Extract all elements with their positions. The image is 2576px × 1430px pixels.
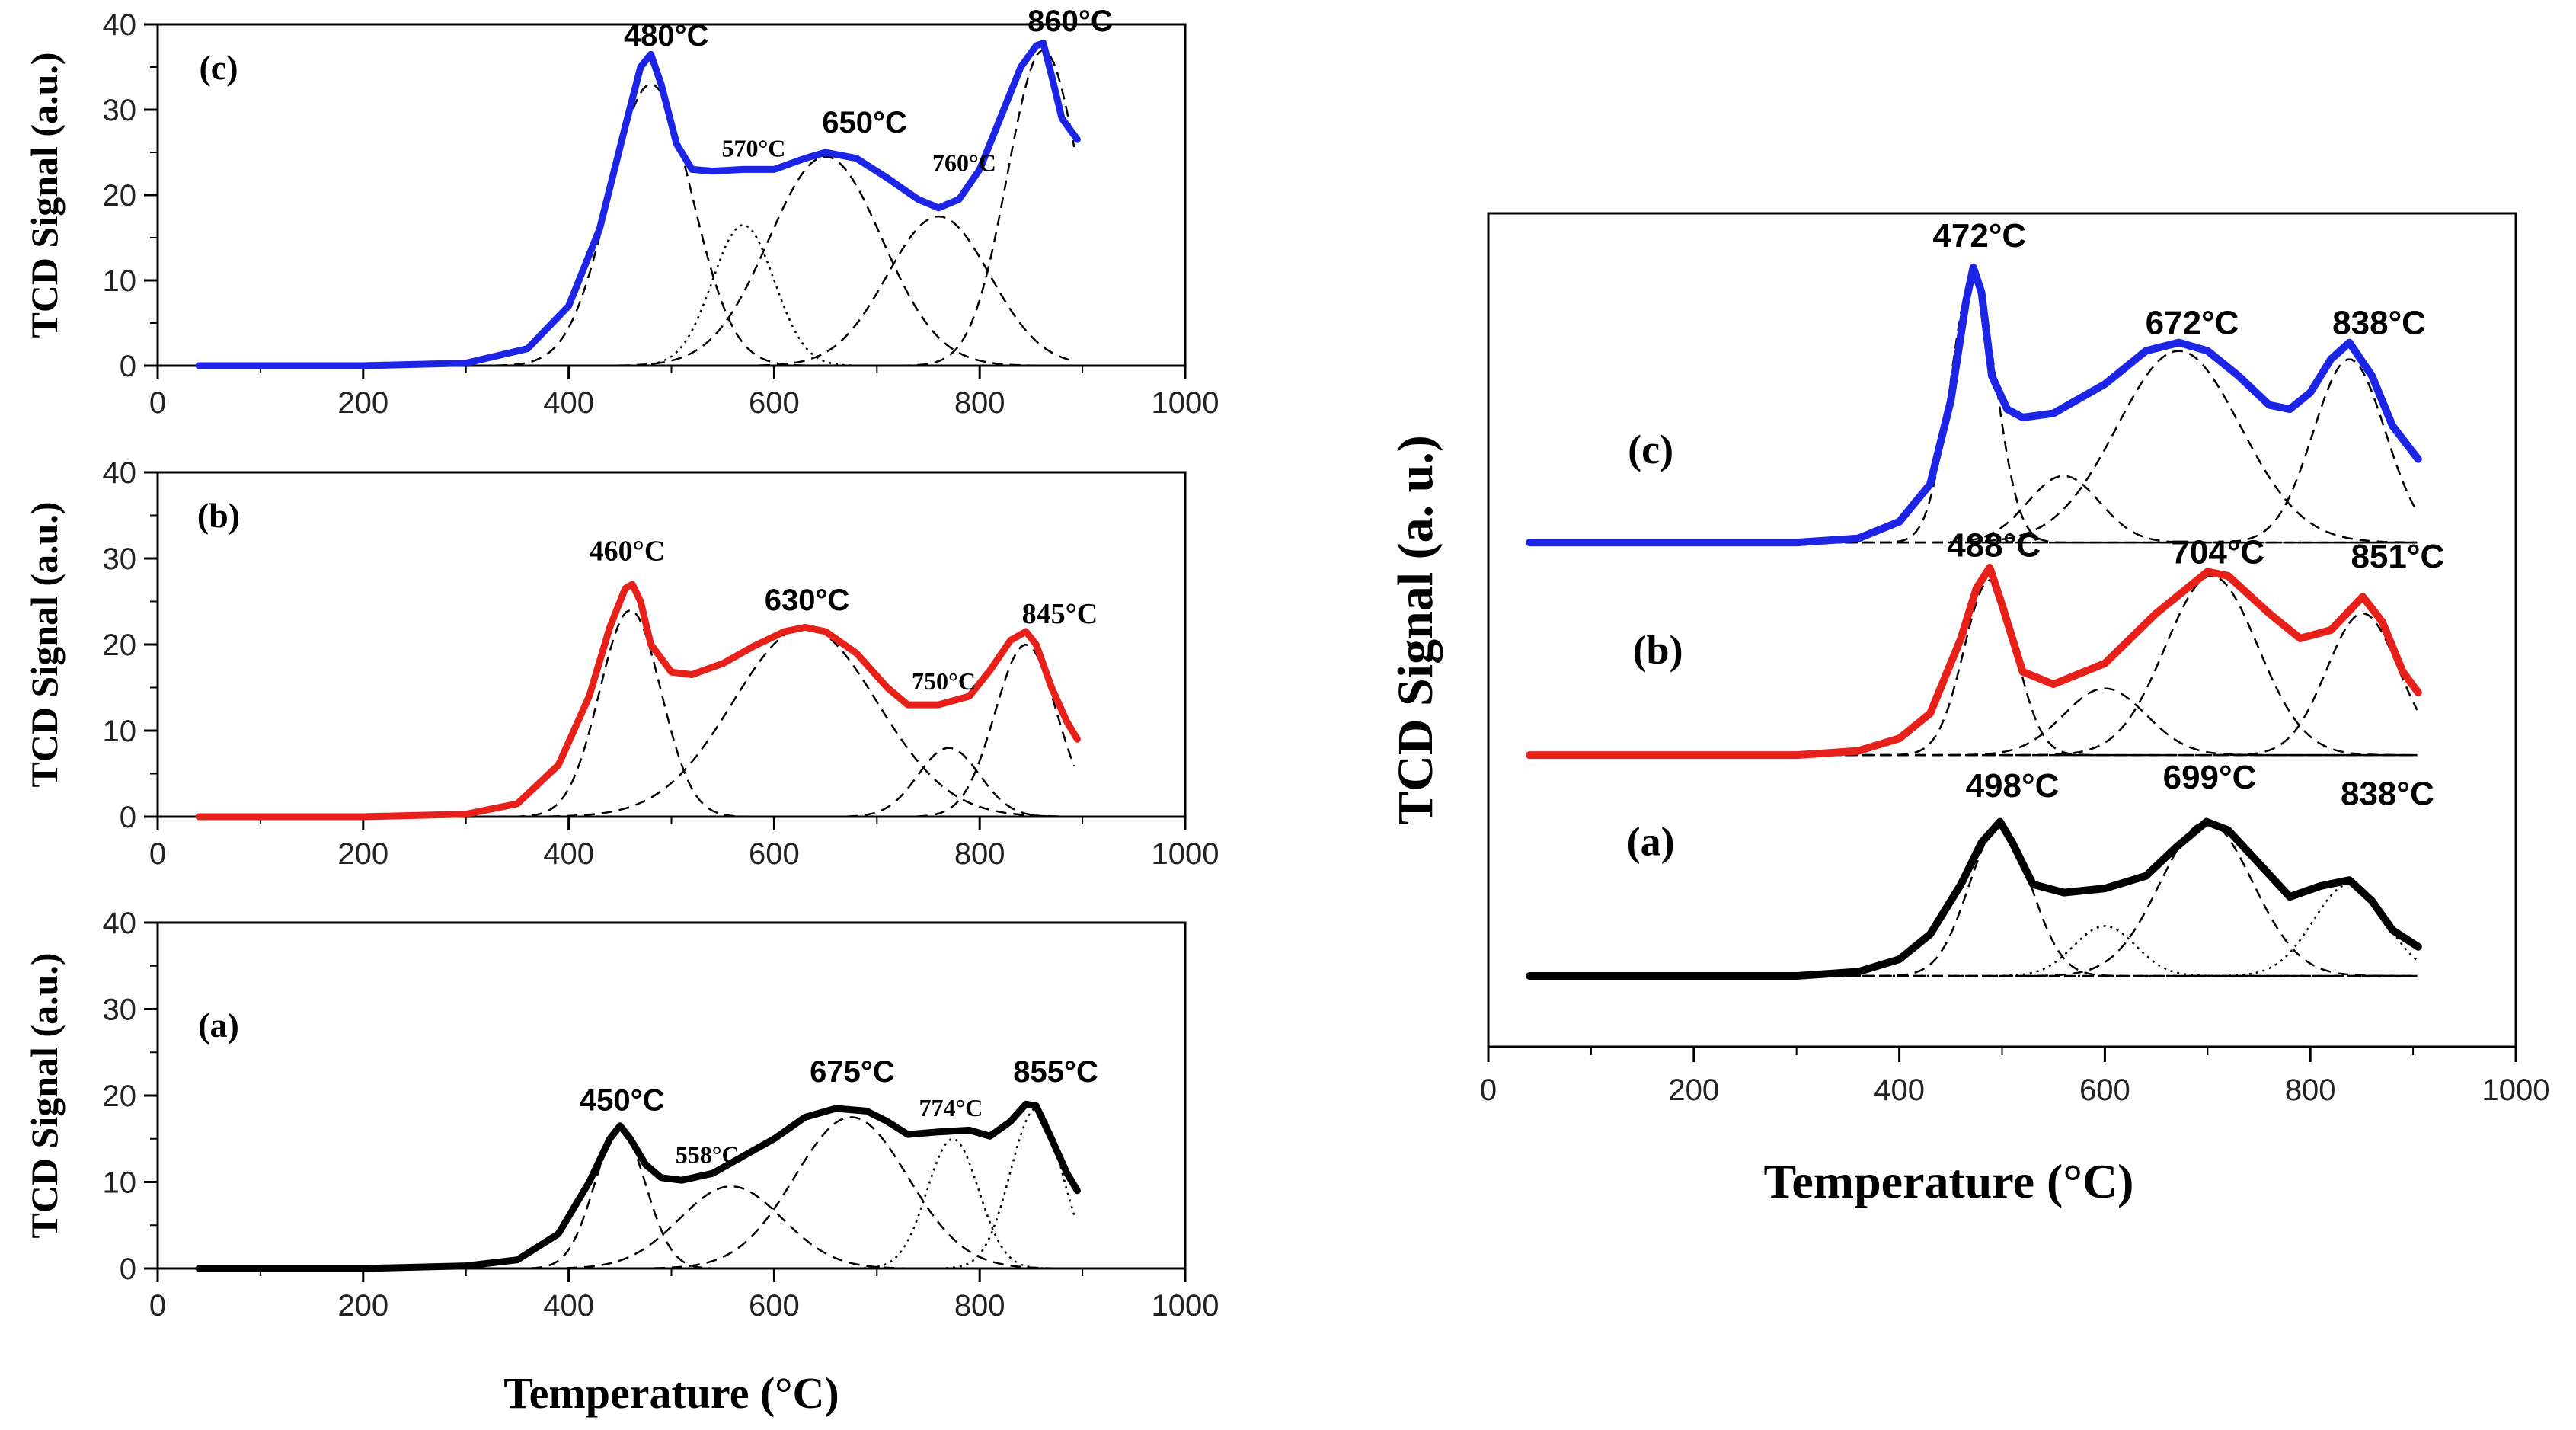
panel-label: (b) (197, 496, 240, 535)
plot-frame (156, 471, 1187, 818)
peak-annotation: 838°C (2341, 776, 2434, 813)
measured-curve-b (195, 581, 1081, 821)
peak-annotation: 672°C (2146, 305, 2239, 342)
peak-annotation: 860°C (1028, 5, 1113, 38)
y-tick-label: 40 (103, 907, 137, 940)
y-tick-label: 40 (103, 8, 137, 42)
plot-frame (156, 921, 1187, 1270)
measured-curve-a (1526, 817, 2422, 980)
peak-annotation: 855°C (1013, 1055, 1098, 1089)
x-tick-label: 200 (337, 1289, 388, 1323)
peak-annotation: 704°C (2171, 533, 2264, 571)
panel-label: (c) (199, 48, 238, 87)
fit-peak-2 (199, 155, 1075, 367)
y-tick-label: 40 (103, 456, 137, 490)
peak-annotation: 750°C (912, 667, 976, 695)
x-tick-label: 200 (1668, 1073, 1719, 1107)
series-label: (b) (1633, 627, 1683, 673)
series-label: (c) (1628, 427, 1673, 472)
x-tick-label: 0 (1480, 1073, 1497, 1107)
peak-annotation: 472°C (1932, 217, 2026, 254)
fit-peak-3 (199, 1138, 1075, 1270)
fit-peak-a-1 (1529, 925, 2418, 977)
peak-annotation: 650°C (822, 106, 907, 139)
y-axis-title: TCD Signal (a.u.) (23, 501, 66, 787)
peak-annotation: 838°C (2332, 305, 2426, 342)
x-tick-label: 0 (149, 837, 166, 871)
fit-peak-2 (199, 747, 1075, 818)
panel-left-a: 0 200 400 600 800 1000 0 10 20 30 40 TCD Signal (a.… (23, 907, 1219, 1418)
y-tick-label: 10 (103, 264, 137, 298)
fit-peak-2 (199, 1116, 1075, 1270)
x-tick-label: 400 (543, 837, 594, 871)
fit-peak-1 (199, 224, 1075, 367)
x-tick-label: 1000 (1152, 1289, 1219, 1323)
x-tick-label: 600 (749, 386, 800, 420)
y-axis-title: TCD Signal (a.u.) (23, 952, 66, 1238)
measured-curve-c (195, 40, 1081, 369)
fit-peak-b-1 (1529, 687, 2418, 757)
peak-annotation: 851°C (2351, 538, 2444, 575)
x-tick-label: 1000 (1152, 386, 1219, 420)
panel-right: 0 200 400 600 800 1000 TCD Signal (a. u.) Tempe… (1388, 212, 2550, 1208)
x-tick-label: 800 (954, 1289, 1005, 1323)
peak-annotation: 760°C (932, 149, 996, 177)
x-tick-label: 400 (1874, 1073, 1925, 1107)
y-tick-label: 20 (103, 629, 137, 662)
peak-annotation: 675°C (810, 1055, 895, 1089)
peak-annotation: 630°C (765, 584, 850, 617)
x-tick-label: 800 (954, 386, 1005, 420)
x-tick-label: 1000 (2482, 1073, 2550, 1107)
peak-annotation: 558°C (676, 1141, 740, 1169)
x-tick-label: 400 (543, 386, 594, 420)
x-tick-label: 800 (954, 837, 1005, 871)
measured-curve-a (195, 1100, 1081, 1272)
fit-peak-1 (199, 626, 1075, 818)
y-tick-label: 10 (103, 1166, 137, 1200)
x-tick-label: 600 (749, 1289, 800, 1323)
x-tick-label: 200 (337, 837, 388, 871)
y-axis-title: TCD Signal (a. u.) (1388, 435, 1443, 825)
y-tick-label: 0 (120, 801, 136, 834)
panel-left-c: 0 200 400 600 800 1000 0 10 20 30 40 TCD Signal (a.… (23, 5, 1219, 420)
peak-annotation: 460°C (590, 535, 666, 567)
plot-frame (156, 23, 1187, 367)
x-tick-label: 800 (2285, 1073, 2336, 1107)
panel-left-b: 0 200 400 600 800 1000 0 10 20 30 40 TCD Signal (a.… (23, 456, 1219, 871)
y-tick-label: 20 (103, 179, 137, 213)
x-tick-label: 1000 (1152, 837, 1219, 871)
y-tick-label: 30 (103, 542, 137, 576)
y-tick-label: 20 (103, 1080, 137, 1113)
measured-curve-c (1526, 264, 2422, 547)
x-tick-label: 600 (749, 837, 800, 871)
x-tick-label: 600 (2079, 1073, 2130, 1107)
measured-curve-b (1526, 564, 2422, 760)
peak-annotation: 498°C (1966, 767, 2060, 805)
x-tick-label: 200 (337, 386, 388, 420)
x-tick-label: 400 (543, 1289, 594, 1323)
x-axis-title: Temperature (°C) (503, 1368, 839, 1418)
fit-peak-3 (199, 215, 1075, 367)
fit-peak-0 (199, 83, 1075, 367)
peak-annotation: 480°C (624, 19, 709, 53)
peak-annotation: 845°C (1022, 598, 1098, 630)
y-tick-label: 0 (120, 350, 136, 383)
y-tick-label: 10 (103, 715, 137, 748)
panel-label: (a) (198, 1006, 239, 1045)
peak-annotation: 699°C (2163, 759, 2257, 796)
peak-annotation: 570°C (721, 135, 785, 162)
peak-annotation: 450°C (580, 1083, 665, 1117)
y-tick-label: 30 (103, 94, 137, 127)
x-tick-label: 0 (149, 1289, 166, 1323)
y-tick-label: 0 (120, 1252, 136, 1286)
y-tick-label: 30 (103, 993, 137, 1027)
x-tick-label: 0 (149, 386, 166, 420)
peak-annotation: 774°C (919, 1094, 983, 1121)
series-label: (a) (1627, 818, 1675, 864)
x-axis-title: Temperature (°C) (1764, 1154, 2134, 1208)
y-axis-title: TCD Signal (a.u.) (23, 52, 66, 338)
fit-peak-a-3 (1529, 883, 2418, 977)
